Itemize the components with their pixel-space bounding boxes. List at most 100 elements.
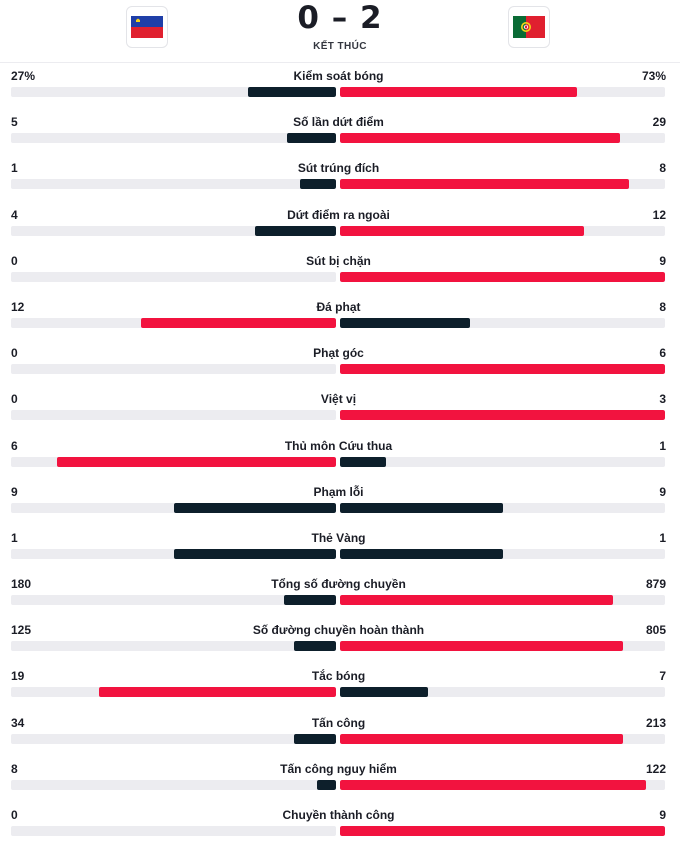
- stat-label: Sút bị chặn: [306, 253, 371, 268]
- home-stat-bar-track: [11, 687, 336, 698]
- stat-row: 1 Sút trúng đích 8: [11, 155, 666, 201]
- away-stat-bar-track: [340, 225, 665, 236]
- away-stat-bar-track: [340, 826, 665, 836]
- liechtenstein-flag-icon: [131, 16, 163, 38]
- stat-row: 0 Sút bị chặn 9: [11, 248, 666, 294]
- away-stat-bar-track: [340, 410, 665, 421]
- away-stat-value: 7: [659, 669, 666, 684]
- home-stat-value: 125: [11, 623, 32, 638]
- away-stat-value: 122: [645, 761, 666, 776]
- home-stat-bar-track: [11, 779, 336, 790]
- away-stat-bar-track: [340, 271, 665, 282]
- stat-row: 125 Số đường chuyền hoàn thành 805: [11, 617, 666, 663]
- away-stat-value: 8: [659, 161, 666, 176]
- home-stat-value: 0: [11, 346, 18, 361]
- home-stat-bar-track: [11, 456, 336, 467]
- home-team-flag[interactable]: [126, 6, 168, 48]
- away-stat-value: 9: [659, 253, 666, 268]
- portugal-flag-icon: [513, 16, 545, 38]
- away-stat-bar-track: [340, 456, 665, 467]
- stat-row: 1 Thẻ Vàng 1: [11, 525, 666, 571]
- home-stat-bar-fill: [141, 317, 336, 328]
- home-stat-bar-track: [11, 502, 336, 513]
- away-stat-bar-fill: [340, 826, 665, 836]
- match-stats-list: 27% Kiểm soát bóng 73% 5 Số lần dứt điểm 29 1 S…: [11, 63, 666, 848]
- home-stat-bar-fill: [173, 502, 336, 513]
- away-stat-value: 9: [659, 484, 666, 499]
- away-stat-bar-fill: [340, 779, 646, 790]
- home-stat-bar-fill: [98, 687, 336, 698]
- away-team-flag[interactable]: [508, 6, 550, 48]
- away-stat-bar-fill: [340, 271, 665, 282]
- away-stat-value: 879: [645, 577, 666, 592]
- stat-row: 0 Chuyền thành công 9: [11, 802, 666, 848]
- away-stat-value: 1: [659, 438, 666, 453]
- home-stat-value: 19: [11, 669, 25, 684]
- away-stat-value: 29: [652, 115, 666, 130]
- away-stat-bar-fill: [340, 133, 620, 144]
- away-stat-value: 6: [659, 346, 666, 361]
- home-stat-value: 4: [11, 207, 18, 222]
- home-stat-bar-fill: [293, 641, 336, 652]
- home-stat-bar-track: [11, 179, 336, 190]
- home-stat-value: 0: [11, 808, 18, 822]
- stat-label: Chuyền thành công: [282, 808, 395, 822]
- home-stat-value: 12: [11, 299, 25, 314]
- home-stat-value: 27%: [11, 69, 36, 83]
- away-stat-value: 3: [659, 392, 666, 407]
- stat-row: 0 Việt vị 3: [11, 386, 666, 432]
- stat-label: Phạm lỗi: [313, 484, 364, 499]
- home-stat-bar-fill: [56, 456, 336, 467]
- away-stat-bar-fill: [340, 502, 503, 513]
- home-stat-value: 9: [11, 484, 18, 499]
- home-stat-value: 1: [11, 530, 18, 545]
- away-stat-bar-fill: [340, 364, 665, 375]
- home-stat-bar-track: [11, 595, 336, 606]
- home-stat-bar-track: [11, 317, 336, 328]
- home-stat-bar-fill: [300, 179, 336, 190]
- away-stat-bar-fill: [340, 641, 623, 652]
- stat-label: Số lần dứt điểm: [293, 115, 384, 130]
- stat-row: 0 Phạt góc 6: [11, 340, 666, 386]
- home-stat-bar-fill: [254, 225, 336, 236]
- home-stat-value: 180: [11, 577, 32, 592]
- stat-label: Tắc bóng: [311, 669, 366, 684]
- home-stat-bar-track: [11, 364, 336, 375]
- away-stat-bar-fill: [340, 595, 613, 606]
- away-stat-bar-fill: [340, 687, 428, 698]
- home-stat-value: 5: [11, 115, 18, 130]
- away-stat-value: 805: [645, 623, 666, 638]
- stat-label: Dứt điểm ra ngoài: [287, 207, 390, 222]
- home-stat-bar-track: [11, 733, 336, 744]
- away-stat-bar-track: [340, 317, 665, 328]
- stat-row: 180 Tổng số đường chuyền 879: [11, 571, 666, 617]
- away-stat-bar-track: [340, 179, 665, 190]
- home-stat-value: 1: [11, 161, 18, 176]
- away-stat-bar-fill: [340, 317, 470, 328]
- away-stat-bar-track: [340, 133, 665, 144]
- stat-label: Kiểm soát bóng: [293, 69, 384, 83]
- stat-label: Thẻ Vàng: [311, 530, 366, 545]
- away-stat-bar-track: [340, 779, 665, 790]
- stat-row: 12 Đá phạt 8: [11, 294, 666, 340]
- stat-label: Đá phạt: [316, 299, 361, 314]
- away-stat-bar-track: [340, 641, 665, 652]
- home-stat-bar-track: [11, 225, 336, 236]
- home-stat-value: 34: [11, 715, 25, 730]
- stat-label: Số đường chuyền hoàn thành: [252, 623, 425, 638]
- away-stat-bar-fill: [340, 179, 630, 190]
- stat-row: 5 Số lần dứt điểm 29: [11, 109, 666, 155]
- away-stat-bar-fill: [340, 225, 584, 236]
- home-stat-value: 6: [11, 438, 18, 453]
- away-stat-bar-fill: [340, 410, 665, 421]
- stat-label: Tổng số đường chuyền: [271, 577, 406, 592]
- home-stat-bar-track: [11, 548, 336, 559]
- away-stat-bar-track: [340, 364, 665, 375]
- away-stat-bar-fill: [340, 733, 623, 744]
- home-stat-bar-fill: [287, 133, 336, 144]
- away-stat-value: 12: [652, 207, 666, 222]
- home-stat-bar-fill: [284, 595, 336, 606]
- stat-row: 9 Phạm lỗi 9: [11, 479, 666, 525]
- stat-row: 8 Tấn công nguy hiểm 122: [11, 756, 666, 802]
- stat-label: Thủ môn Cứu thua: [284, 438, 393, 453]
